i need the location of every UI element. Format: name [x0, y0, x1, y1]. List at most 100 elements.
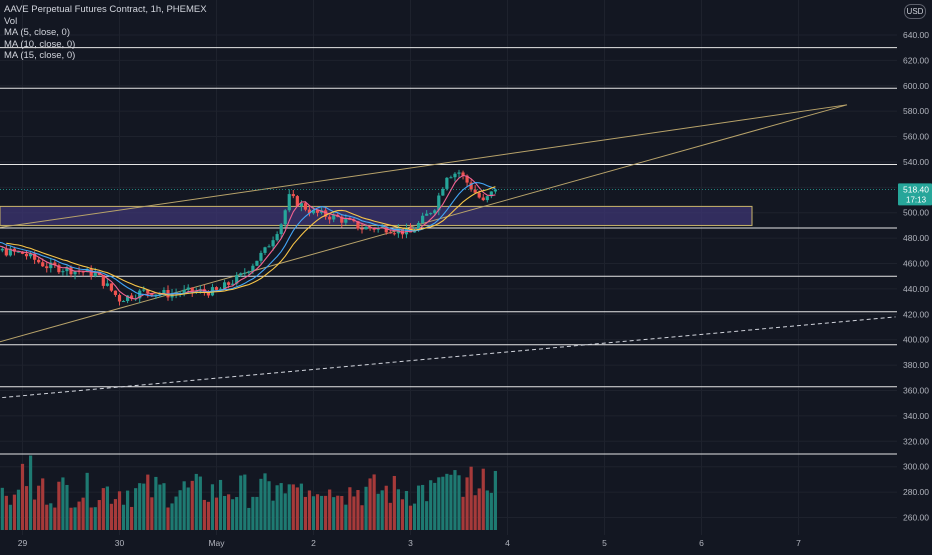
volume-bar	[93, 507, 97, 530]
currency-button[interactable]: USD	[904, 4, 926, 19]
volume-bar	[275, 485, 279, 530]
candle-body	[227, 282, 231, 285]
candle-body	[271, 240, 275, 247]
ma5-line	[0, 174, 496, 300]
candle-body	[93, 272, 97, 277]
candle-body	[117, 294, 122, 302]
last-price-label-bg	[898, 183, 932, 206]
candle-body	[89, 268, 93, 277]
volume-bar	[461, 496, 465, 530]
volume-bar	[437, 477, 441, 530]
candle-body	[28, 253, 33, 257]
time-tick-label: May	[208, 538, 225, 548]
volume-bar	[125, 490, 130, 530]
candle-body	[194, 290, 198, 293]
volume-bar	[364, 486, 368, 530]
candle-body	[473, 189, 477, 193]
zone-box	[0, 205, 753, 226]
volume-bar	[271, 500, 275, 530]
volume-bar	[162, 483, 166, 530]
volume-bar	[130, 506, 134, 530]
volume-bar	[493, 470, 497, 530]
candle-body	[97, 272, 101, 275]
candle-body	[489, 191, 493, 197]
time-axis[interactable]: 29 30 May 2 3 4 5 6 7	[18, 538, 801, 548]
candle-body	[291, 194, 295, 197]
candle-body	[61, 271, 65, 273]
volume-bar	[101, 488, 105, 530]
volume-bar	[477, 488, 481, 530]
candle-body	[416, 223, 421, 231]
candle-body	[125, 295, 130, 302]
volume-bar	[360, 505, 364, 530]
time-tick-label: 3	[408, 538, 413, 548]
legend-vol[interactable]: Vol	[4, 15, 18, 27]
volume-bar	[416, 485, 421, 530]
price-tick-label: 540.00	[903, 157, 929, 167]
candle-body	[344, 218, 348, 223]
volume-bar	[332, 497, 336, 530]
candle-body	[162, 289, 166, 294]
candle-body	[45, 266, 49, 269]
candle-body	[214, 287, 219, 290]
volume-bar	[61, 477, 65, 530]
candle-body	[8, 248, 12, 256]
candle-body	[368, 226, 372, 229]
price-tick-label: 620.00	[903, 55, 929, 65]
volume-bar	[231, 499, 235, 530]
volume-bars	[0, 455, 497, 530]
candle-body	[433, 210, 437, 214]
volume-bar	[53, 507, 57, 530]
candle-body	[259, 252, 263, 261]
candle-body	[453, 173, 457, 178]
volume-bar	[97, 500, 101, 530]
volume-bar	[247, 507, 251, 530]
volume-bar	[28, 455, 33, 530]
volume-bar	[299, 483, 303, 530]
time-tick-label: 5	[602, 538, 607, 548]
volume-bar	[384, 485, 388, 530]
candle-body	[356, 221, 360, 229]
volume-bar	[441, 476, 445, 530]
price-tick-label: 360.00	[903, 386, 929, 396]
candle-body	[190, 287, 194, 293]
volume-bar	[291, 484, 295, 530]
volume-bar	[227, 494, 231, 530]
candle-body	[441, 188, 445, 196]
legend-title[interactable]: AAVE Perpetual Futures Contract, 1h, PHE…	[4, 4, 207, 15]
volume-bar	[453, 470, 457, 530]
volume-bar	[41, 478, 45, 530]
volume-bar	[65, 484, 69, 530]
price-tick-label: 420.00	[903, 309, 929, 319]
legend-ma15[interactable]: MA (15, close, 0)	[4, 50, 76, 61]
volume-bar	[295, 487, 299, 530]
volume-bar	[49, 503, 53, 530]
volume-bar	[4, 495, 8, 530]
volume-bar	[372, 474, 376, 530]
volume-bar	[400, 499, 405, 530]
volume-bar	[348, 487, 352, 530]
volume-bar	[457, 475, 461, 530]
volume-bar	[396, 489, 400, 530]
candle-body	[267, 246, 271, 248]
candle-body	[332, 214, 336, 220]
last-price-label: 518.40 17:13	[898, 183, 932, 206]
volume-bar	[198, 476, 202, 530]
volume-bar	[20, 463, 25, 530]
legend-ma5[interactable]: MA (5, close, 0)	[4, 27, 70, 38]
candle-body	[101, 274, 105, 286]
volume-bar	[73, 507, 77, 530]
legend-ma10[interactable]: MA (10, close, 0)	[4, 38, 76, 50]
volume-bar	[425, 501, 429, 530]
candle-body	[235, 275, 239, 284]
volume-bar	[267, 481, 271, 530]
volume-bar	[57, 481, 61, 530]
volume-bar	[33, 499, 37, 530]
volume-bar	[113, 499, 118, 530]
candle-body	[421, 215, 425, 224]
price-tick-label: 280.00	[903, 487, 929, 497]
price-axis[interactable]: 260.00 280.00 300.00 320.00 340.00 360.00 380.…	[903, 30, 929, 523]
volume-bar	[380, 490, 384, 530]
